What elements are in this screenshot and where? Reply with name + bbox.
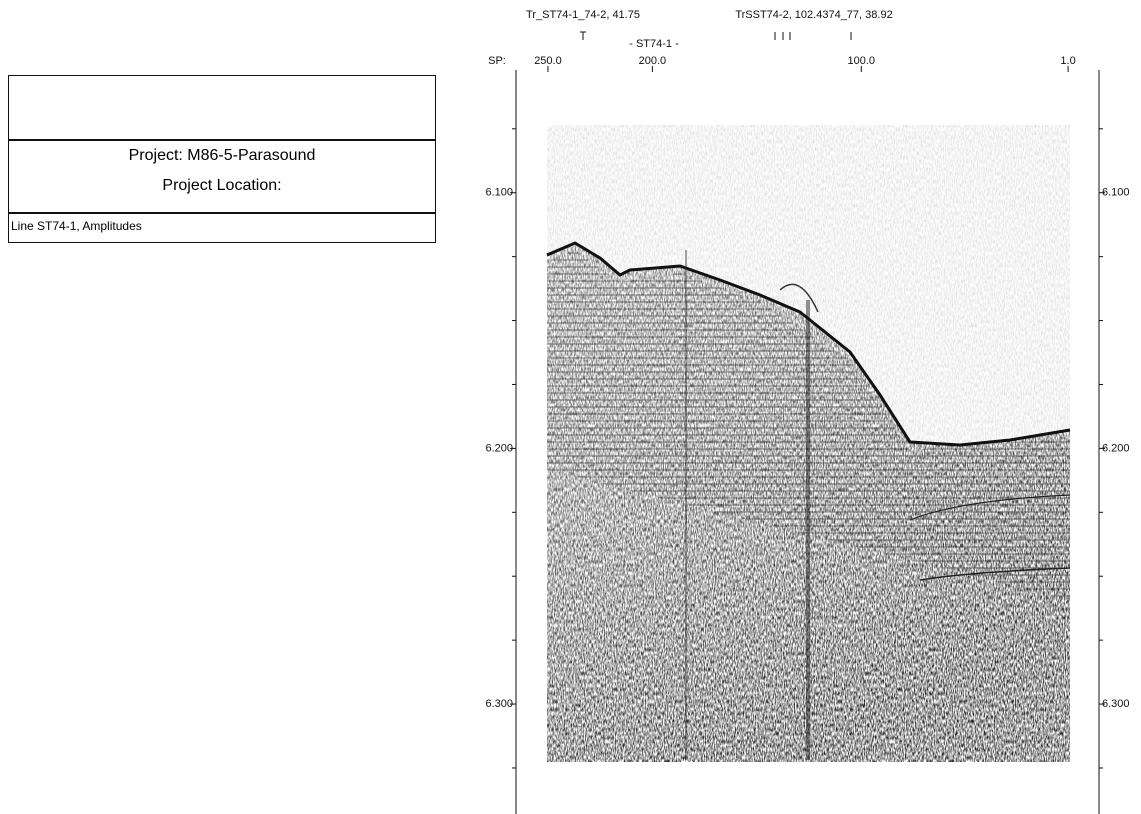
y-tick-label: 6.200 xyxy=(485,442,513,454)
x-tick-label: 100.0 xyxy=(848,55,876,67)
page: Project: M86-5-Parasound Project Locatio… xyxy=(0,0,1141,814)
y-tick-label-right: 6.300 xyxy=(1102,698,1130,710)
seismic-image xyxy=(547,125,1070,762)
y-tick-label: 6.100 xyxy=(485,187,513,199)
marker-label: - ST74-1 - xyxy=(629,38,679,50)
y-tick-label-right: 6.100 xyxy=(1102,187,1130,199)
x-tick-label: 1.0 xyxy=(1060,55,1075,67)
x-tick-label: 200.0 xyxy=(639,55,667,67)
x-axis-label: SP: xyxy=(488,55,506,67)
x-tick-label: 250.0 xyxy=(534,55,562,67)
profile-plot: 6.100 6.100 6.200 6.200 6.300 6.300 SP: 250.0 20… xyxy=(0,0,1141,814)
y-tick-label-right: 6.200 xyxy=(1102,442,1130,454)
y-tick-label: 6.300 xyxy=(485,698,513,710)
marker-label: TrSST74-2, 102.4374_77, 38.92 xyxy=(735,9,892,21)
marker-label: Tr_ST74-1_74-2, 41.75 xyxy=(526,9,640,21)
